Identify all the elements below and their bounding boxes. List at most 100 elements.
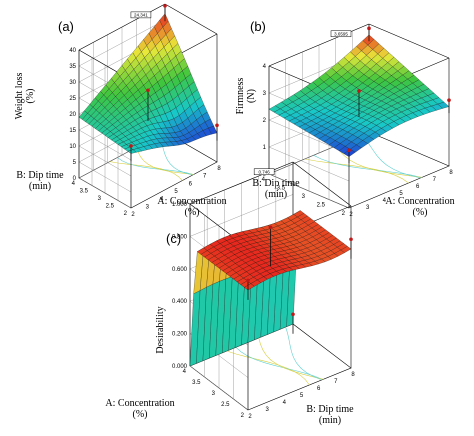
peak-label-text: 24.341	[134, 12, 148, 17]
y-tick-label: 2.5	[106, 204, 115, 210]
surface-cell	[340, 246, 352, 253]
floor-contour-line	[313, 155, 422, 178]
z-tick-label: 0.600	[172, 267, 188, 273]
(c)-surface-mesh	[189, 210, 352, 367]
x-tick-label: 5	[300, 393, 304, 399]
y-tick-label: 3	[212, 391, 216, 397]
surface-cell	[437, 101, 450, 109]
panel-a-y-axis-title: B: Dip time (min)	[16, 170, 64, 192]
floor-contour-line	[361, 134, 421, 179]
z-tick-label: 20	[69, 112, 76, 118]
surface-cell	[208, 125, 218, 135]
design-point-marker	[357, 89, 361, 93]
(a)-tick-labels: 0 5 10 15 20 25 30 35 40 2 3 4 5 6 7 8 2 2.5 3 3.5 4	[69, 48, 221, 218]
design-point-marker	[215, 123, 219, 128]
z-tick-label: 0.400	[172, 299, 188, 305]
y-tick-label: 4	[183, 369, 187, 375]
(c)-tick-labels: 0.000 0.200 0.400 0.600 0.800 1.000 2 3 4 5 6 7 8 2 2.…	[172, 202, 355, 420]
panel-b-surface-plot: (b) 3.659501234234567822.533.54Firmness(…	[235, 19, 455, 218]
y-tick-label: 3.5	[80, 189, 89, 195]
design-point-marker	[447, 98, 451, 102]
(b)-design-points	[347, 26, 451, 164]
x-tick-label: 4	[160, 197, 164, 203]
x-tick-label: 6	[416, 184, 420, 190]
z-tick-label: 5	[73, 160, 77, 166]
peak-label-text: 0.746	[259, 169, 271, 174]
floor-contour-line	[109, 161, 183, 181]
panel-a-letter: (a)	[58, 19, 74, 34]
panel-a-x-axis-title: A: Concentration (%)	[157, 196, 226, 218]
box-edge	[292, 161, 352, 207]
x-tick-label: 4	[283, 400, 287, 406]
(b)-peak-value-label: 3.6595	[330, 30, 352, 38]
z-tick-label: 10	[69, 144, 76, 150]
y-tick-label: 2.5	[221, 402, 230, 408]
panel-b-x-axis-title: A: Concentration (%)	[385, 196, 454, 218]
floor-contour-line	[117, 157, 194, 175]
z-tick-label: 4	[263, 64, 267, 70]
z-tick-label: 30	[69, 80, 76, 86]
x-tick-label: 2	[131, 212, 135, 218]
y-tick-label: 2	[124, 211, 128, 217]
(b)-walls	[268, 23, 450, 209]
design-point-marker	[291, 312, 295, 317]
z-tick-label: 1	[263, 145, 267, 151]
design-point-marker	[246, 278, 250, 283]
x-tick-label: 6	[317, 386, 321, 392]
z-tick-label: 40	[69, 48, 76, 54]
y-tick-label: 3	[302, 194, 306, 200]
x-tick-label: 3	[366, 205, 370, 211]
z-tick-label: 1.000	[172, 202, 188, 208]
floor-contour-line	[304, 158, 409, 184]
panel-a-z-axis-title: Weight loss(%)	[14, 73, 36, 120]
panel-c-surface-plot: (c) 0.746 0.000 0.200 0.400 0.600 0.800 1.000 2…	[105, 161, 355, 426]
(b)-surface-mesh	[268, 34, 450, 157]
x-tick-label: 7	[203, 174, 207, 180]
x-tick-label: 2	[349, 212, 353, 218]
panel-c-z-axis-title: Desirability	[155, 306, 166, 353]
floor-contour-line	[335, 145, 423, 178]
box-edge	[189, 161, 294, 205]
floor-contour-line	[226, 350, 310, 386]
(c)-design-points	[246, 225, 353, 334]
design-point-marker	[163, 4, 167, 8]
box-edge	[164, 3, 218, 35]
y-tick-label: 3.5	[277, 186, 286, 192]
z-tick-label: 25	[69, 96, 76, 102]
y-tick-label: 4	[262, 177, 266, 183]
z-tick-label: 0.000	[172, 364, 188, 370]
peak-label-box	[253, 168, 275, 176]
x-tick-label: 7	[334, 379, 338, 385]
(c)-peak-value-label: 0.746	[253, 168, 275, 176]
floor-contour-line	[258, 337, 324, 380]
floor-contour-line	[285, 326, 322, 381]
box-edge	[268, 23, 370, 67]
z-tick-label: 3	[263, 91, 267, 97]
(a)-surface-mesh	[78, 13, 218, 154]
box-edge	[368, 23, 450, 59]
x-tick-label: 5	[399, 191, 403, 197]
x-tick-label: 3	[146, 204, 150, 210]
panel-a-surface-plot: (a) 24.341 0 5 10 15 20 25 30 35 40 2 3 4 5 6 7 8 2 2.5 3 3.…	[14, 3, 227, 218]
y-tick-label: 4	[72, 181, 76, 187]
y-tick-label: 3	[98, 196, 102, 202]
x-tick-label: 8	[351, 372, 355, 378]
design-point-marker	[129, 144, 133, 148]
x-tick-label: 4	[383, 198, 387, 204]
panel-c-y-axis-title: B: Dip time (min)	[306, 404, 354, 426]
z-tick-label: 0.800	[172, 234, 188, 240]
z-tick-label: 15	[69, 128, 76, 134]
y-tick-label: 2	[241, 413, 245, 419]
(a)-design-points	[129, 4, 219, 162]
y-tick-label: 2.5	[317, 203, 326, 209]
design-point-marker	[349, 237, 353, 242]
design-point-marker	[367, 26, 371, 31]
panel-c-letter: (c)	[166, 231, 181, 246]
(a)-peak-value-label: 24.341	[130, 11, 152, 19]
design-point-marker	[347, 148, 351, 153]
x-tick-label: 7	[433, 177, 437, 183]
panel-b-z-axis-title: Firmness(N)	[235, 78, 257, 115]
design-point-marker	[268, 225, 273, 230]
y-tick-label: 2	[342, 211, 346, 217]
